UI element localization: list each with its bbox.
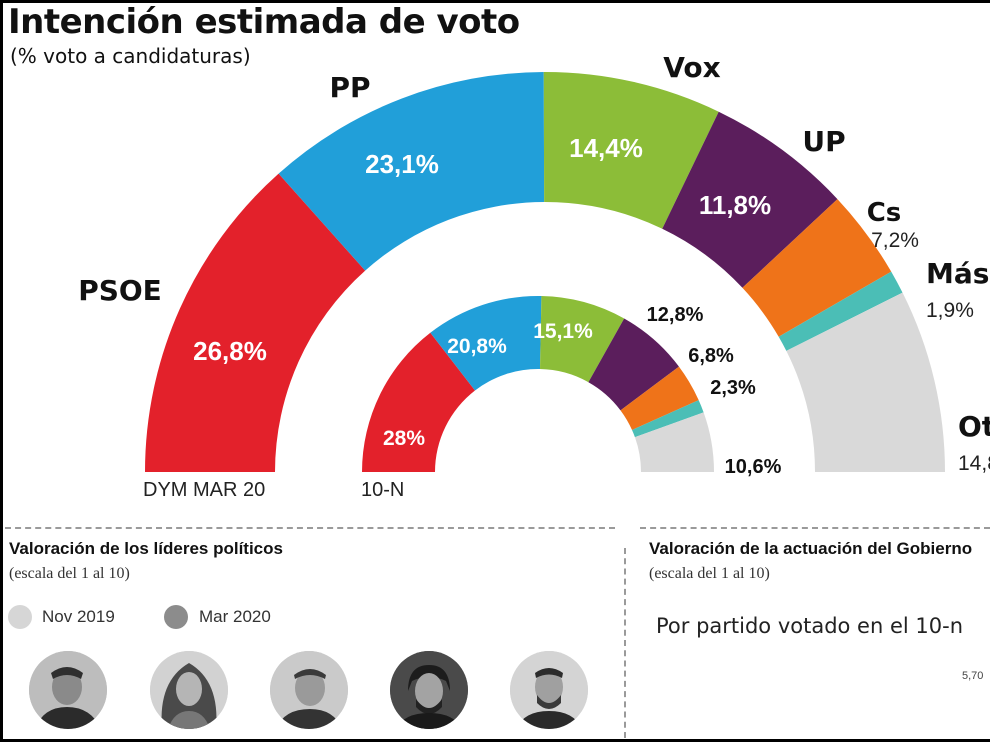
column-divider (624, 548, 626, 738)
inner-value-label-up: 12,8% (647, 304, 704, 326)
government-cut-value: 5,70 (962, 670, 984, 682)
party-label-cs: Cs (867, 198, 902, 228)
outer-slice-vox (543, 72, 719, 229)
outer-slice-pp (278, 72, 545, 271)
outer-value-label-otros: 14,8% (958, 452, 990, 475)
by-party-label: Por partido votado en el 10-n (656, 614, 964, 638)
outer-value-label-cs: 7,2% (871, 229, 919, 252)
leaders-subtitle: (escala del 1 al 10) (9, 565, 130, 582)
person-icon (29, 651, 107, 729)
person-icon (510, 651, 588, 729)
inner-slice-pp (430, 296, 542, 391)
government-subtitle: (escala del 1 al 10) (649, 565, 770, 582)
party-label-psoe: PSOE (78, 274, 162, 307)
inner-value-label-otros: 10,6% (725, 456, 782, 478)
person-icon (150, 651, 228, 729)
inner-slice-vox (540, 296, 625, 383)
outer-value-label-pp: 23,1% (365, 149, 439, 179)
inner-value-label-pp: 20,8% (447, 335, 507, 358)
outer-value-label-up: 11,8% (699, 190, 771, 220)
outer-slice-psoe (145, 173, 366, 472)
inner-chart-caption: 10-N (361, 479, 404, 501)
chart-title: Intención estimada de voto (8, 2, 520, 42)
inner-slice-mas (632, 400, 704, 438)
person-icon (390, 651, 468, 729)
inner-value-label-cs: 6,8% (688, 345, 734, 367)
outer-value-label-vox: 14,4% (569, 133, 643, 163)
outer-slice-cs (742, 199, 892, 337)
outer-slice-otros (786, 292, 945, 472)
leader-photo-abascal (510, 651, 588, 729)
legend-label-nov-2019: Nov 2019 (42, 607, 115, 626)
inner-value-label-psoe: 28% (383, 427, 425, 450)
inner-slice-up (588, 318, 679, 411)
outer-chart-caption: DYM MAR 20 (143, 479, 265, 501)
party-label-mas: Más (926, 257, 989, 290)
leader-photo-casado (270, 651, 348, 729)
government-title: Valoración de la actuación del Gobierno (649, 539, 973, 558)
leader-photo-arrimadas (150, 651, 228, 729)
outer-slice-mas (778, 271, 903, 351)
outer-value-label-mas: 1,9% (926, 299, 974, 322)
inner-value-label-vox: 15,1% (533, 320, 593, 343)
inner-value-label-mas: 2,3% (710, 377, 756, 399)
outer-value-label-psoe: 26,8% (193, 336, 267, 366)
leader-photo-iglesias (390, 651, 468, 729)
legend-swatch-mar-2020 (164, 605, 188, 629)
section-divider (5, 527, 615, 529)
leader-photo-sanchez (29, 651, 107, 729)
section-divider-right (640, 527, 990, 529)
legend-label-mar-2020: Mar 2020 (199, 607, 271, 626)
party-label-up: UP (802, 125, 845, 158)
legend-swatch-nov-2019 (8, 605, 32, 629)
party-label-pp: PP (329, 71, 370, 104)
inner-slice-cs (620, 366, 699, 430)
party-label-otros: Otros (958, 410, 990, 443)
outer-slice-up (662, 111, 838, 288)
inner-slice-psoe (362, 332, 475, 472)
party-label-vox: Vox (663, 51, 720, 84)
person-icon (270, 651, 348, 729)
leaders-title: Valoración de los líderes políticos (9, 539, 283, 558)
chart-subtitle: (% voto a candidaturas) (10, 44, 251, 68)
inner-slice-otros (634, 412, 714, 472)
